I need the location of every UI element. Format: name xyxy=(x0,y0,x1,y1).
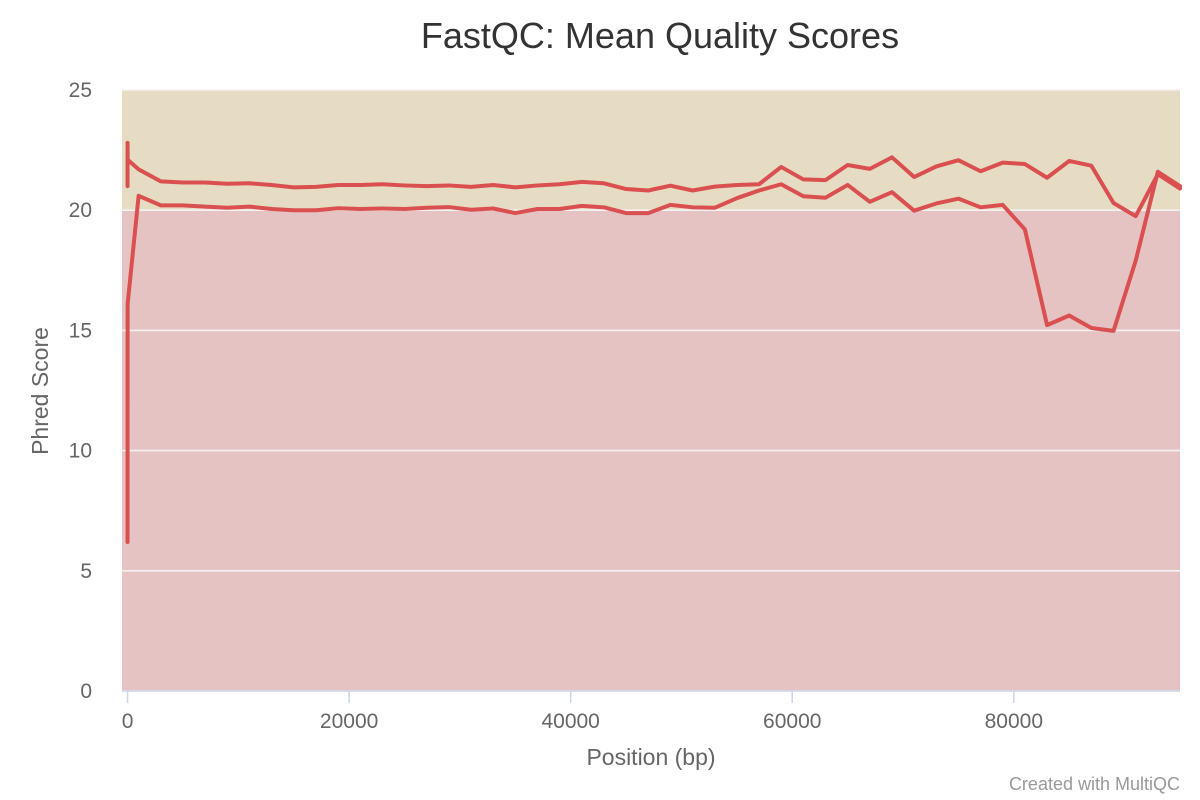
x-tick-label: 20000 xyxy=(320,710,378,733)
x-tick-label: 80000 xyxy=(985,710,1043,733)
y-axis-title: Phred Score xyxy=(27,327,53,455)
x-axis: 0 20000 40000 60000 80000 xyxy=(122,690,1180,733)
y-tick-label: 5 xyxy=(80,560,92,583)
x-tick-label: 60000 xyxy=(763,710,821,733)
series-line-2[interactable] xyxy=(125,169,1182,544)
y-tick-label: 15 xyxy=(69,319,92,342)
chart-title: FastQC: Mean Quality Scores xyxy=(421,15,899,56)
series-line-1[interactable] xyxy=(125,140,1182,219)
x-axis-title: Position (bp) xyxy=(586,744,715,770)
y-axis: 0 5 10 15 20 25 xyxy=(69,79,92,703)
y-tick-label: 10 xyxy=(69,440,92,463)
series-lines xyxy=(125,140,1182,544)
quality-band-1 xyxy=(122,90,1180,211)
y-tick-label: 25 xyxy=(69,79,92,102)
y-tick-label: 0 xyxy=(80,680,92,703)
created-with-multiqc-credit[interactable]: Created with MultiQC xyxy=(1009,774,1180,794)
x-tick-label: 40000 xyxy=(541,710,599,733)
y-tick-label: 20 xyxy=(69,199,92,222)
quality-bands xyxy=(122,90,1180,691)
x-tick-label: 0 xyxy=(122,710,134,733)
